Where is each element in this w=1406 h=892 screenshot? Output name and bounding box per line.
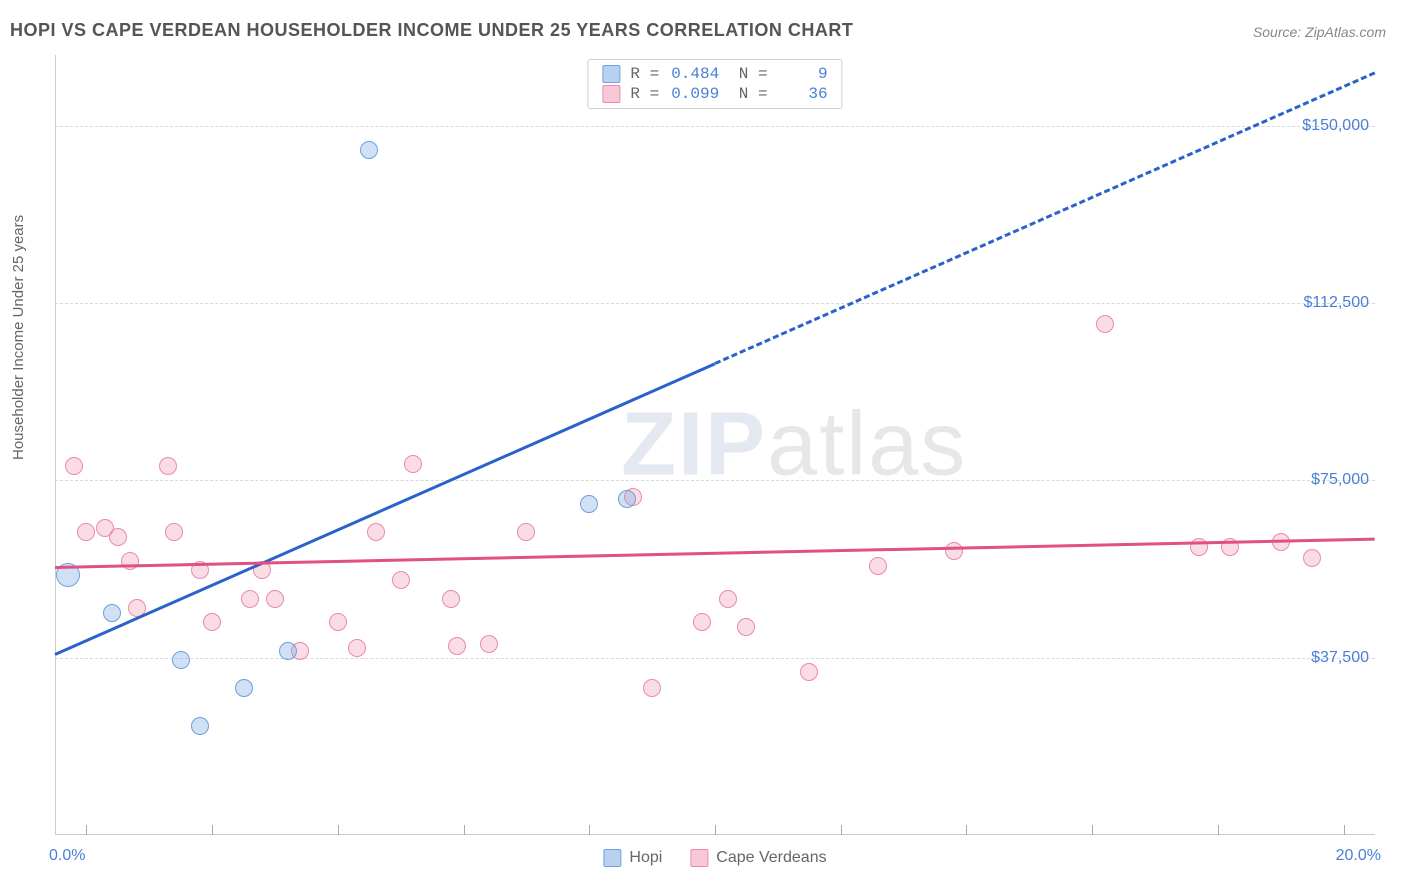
x-tick-mark xyxy=(589,825,590,835)
data-point xyxy=(404,455,422,473)
data-point xyxy=(103,604,121,622)
x-tick-mark xyxy=(1344,825,1345,835)
legend-label-capeverdean: Cape Verdeans xyxy=(716,849,826,867)
x-min-label: 0.0% xyxy=(49,847,85,865)
data-point xyxy=(266,590,284,608)
data-point xyxy=(109,528,127,546)
data-point xyxy=(580,495,598,513)
data-point xyxy=(1303,549,1321,567)
chart-title: HOPI VS CAPE VERDEAN HOUSEHOLDER INCOME … xyxy=(10,20,853,41)
data-point xyxy=(448,637,466,655)
data-point xyxy=(737,618,755,636)
y-axis-line xyxy=(55,55,56,835)
trend-line xyxy=(55,537,1375,568)
x-tick-mark xyxy=(1218,825,1219,835)
data-point xyxy=(77,523,95,541)
data-point xyxy=(172,651,190,669)
data-point xyxy=(279,642,297,660)
x-tick-mark xyxy=(841,825,842,835)
swatch-hopi xyxy=(602,65,620,83)
x-tick-mark xyxy=(715,825,716,835)
trend-line xyxy=(54,362,715,655)
stats-row-capeverdean: R =0.099 N =36 xyxy=(602,84,827,104)
y-tick-label: $37,500 xyxy=(1311,649,1369,667)
grid-line xyxy=(55,480,1375,481)
stats-row-hopi: R =0.484 N =9 xyxy=(602,64,827,84)
legend-swatch-hopi xyxy=(603,849,621,867)
data-point xyxy=(367,523,385,541)
legend-item-hopi: Hopi xyxy=(603,849,662,867)
grid-line xyxy=(55,126,1375,127)
data-point xyxy=(241,590,259,608)
legend-item-capeverdean: Cape Verdeans xyxy=(690,849,826,867)
data-point xyxy=(643,679,661,697)
data-point xyxy=(480,635,498,653)
data-point xyxy=(618,490,636,508)
data-point xyxy=(165,523,183,541)
data-point xyxy=(800,663,818,681)
data-point xyxy=(869,557,887,575)
y-axis-label: Householder Income Under 25 years xyxy=(10,215,27,460)
legend-swatch-capeverdean xyxy=(690,849,708,867)
data-point xyxy=(693,613,711,631)
data-point xyxy=(945,542,963,560)
data-point xyxy=(392,571,410,589)
x-tick-mark xyxy=(212,825,213,835)
x-max-label: 20.0% xyxy=(1336,847,1381,865)
data-point xyxy=(65,457,83,475)
data-point xyxy=(159,457,177,475)
source-attribution: Source: ZipAtlas.com xyxy=(1253,24,1386,40)
data-point xyxy=(442,590,460,608)
data-point xyxy=(329,613,347,631)
x-tick-mark xyxy=(338,825,339,835)
swatch-capeverdean xyxy=(602,85,620,103)
data-point xyxy=(348,639,366,657)
x-tick-mark xyxy=(1092,825,1093,835)
y-tick-label: $150,000 xyxy=(1302,117,1369,135)
scatter-plot: ZIPatlas R =0.484 N =9 R =0.099 N =36 Ho… xyxy=(55,55,1375,835)
correlation-stats-box: R =0.484 N =9 R =0.099 N =36 xyxy=(587,59,842,109)
y-tick-label: $112,500 xyxy=(1303,294,1369,312)
legend: Hopi Cape Verdeans xyxy=(603,849,826,867)
data-point xyxy=(1096,315,1114,333)
y-tick-label: $75,000 xyxy=(1311,471,1369,489)
grid-line xyxy=(55,303,1375,304)
data-point xyxy=(203,613,221,631)
x-tick-mark xyxy=(464,825,465,835)
data-point xyxy=(360,141,378,159)
trend-line xyxy=(714,72,1375,365)
grid-line xyxy=(55,658,1375,659)
x-tick-mark xyxy=(966,825,967,835)
data-point xyxy=(235,679,253,697)
data-point xyxy=(517,523,535,541)
x-tick-mark xyxy=(86,825,87,835)
data-point xyxy=(191,717,209,735)
data-point xyxy=(719,590,737,608)
legend-label-hopi: Hopi xyxy=(629,849,662,867)
